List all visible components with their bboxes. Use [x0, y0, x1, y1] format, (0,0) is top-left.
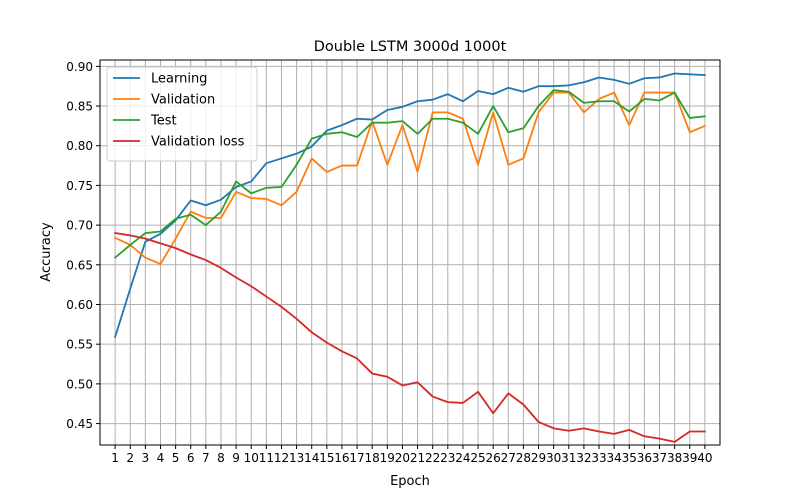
y-axis-ticks: 0.45 0.50 0.55 0.60 0.65 0.70 0.75 0.80 0.85 0.90 [66, 60, 100, 431]
x-tick-label: 30 [546, 451, 561, 465]
x-tick-label: 40 [697, 451, 712, 465]
y-tick-label: 0.85 [66, 100, 93, 114]
x-tick-label: 19 [380, 451, 395, 465]
x-tick-label: 39 [682, 451, 697, 465]
x-tick-label: 14 [304, 451, 319, 465]
x-tick-label: 6 [187, 451, 195, 465]
x-tick-label: 27 [501, 451, 516, 465]
x-tick-label: 4 [157, 451, 165, 465]
x-tick-label: 24 [455, 451, 470, 465]
series-line-learning [113, 72, 706, 339]
x-tick-label: 3 [142, 451, 150, 465]
legend-label-validation-loss: Validation loss [151, 135, 245, 150]
x-tick-label: 20 [395, 451, 410, 465]
y-tick-label: 0.50 [66, 377, 93, 391]
x-tick-label: 33 [591, 451, 606, 465]
y-axis-label: Accuracy [39, 222, 54, 282]
x-tick-label: 26 [486, 451, 501, 465]
x-tick-label: 13 [289, 451, 304, 465]
legend-box [106, 66, 258, 162]
series-line-validation-loss [114, 232, 706, 443]
x-tick-label: 31 [561, 451, 576, 465]
x-tick-label: 17 [349, 451, 364, 465]
legend-label-learning: Learning [151, 72, 207, 87]
x-tick-label: 38 [667, 451, 682, 465]
x-tick-label: 5 [172, 451, 180, 465]
y-tick-label: 0.55 [66, 338, 93, 352]
x-tick-label: 37 [652, 451, 667, 465]
y-tick-label: 0.70 [66, 219, 93, 233]
plot-frame [99, 59, 721, 446]
y-tick-label: 0.75 [66, 179, 93, 193]
x-tick-label: 1 [111, 451, 119, 465]
x-tick-label: 12 [274, 451, 289, 465]
y-tick-label: 0.65 [66, 258, 93, 272]
x-tick-label: 29 [531, 451, 546, 465]
legend: Learning Validation Test Validation loss [106, 66, 258, 162]
x-tick-label: 22 [425, 451, 440, 465]
x-tick-label: 32 [576, 451, 591, 465]
x-tick-label: 8 [217, 451, 225, 465]
y-tick-label: 0.45 [66, 417, 93, 431]
x-tick-label: 7 [202, 451, 210, 465]
x-tick-label: 28 [516, 451, 531, 465]
x-tick-label: 16 [334, 451, 349, 465]
y-tick-label: 0.90 [66, 60, 93, 74]
x-axis-ticks: 1 2 3 4 5 6 7 8 9 10 11 12 13 14 15 16 17 18 19 20 21 22 23 24 2… [111, 445, 713, 465]
x-tick-label: 21 [410, 451, 425, 465]
chart-title: Double LSTM 3000d 1000t [314, 39, 507, 55]
x-tick-label: 34 [607, 451, 622, 465]
legend-label-test: Test [150, 114, 177, 129]
y-tick-label: 0.80 [66, 139, 93, 153]
legend-label-validation: Validation [151, 93, 215, 108]
x-tick-label: 2 [126, 451, 134, 465]
x-axis-label: Epoch [390, 474, 430, 489]
x-tick-label: 11 [259, 451, 274, 465]
series-line-test [113, 89, 706, 259]
x-tick-label: 18 [365, 451, 380, 465]
x-tick-label: 10 [244, 451, 259, 465]
y-tick-label: 0.60 [66, 298, 93, 312]
x-tick-label: 9 [232, 451, 240, 465]
x-tick-label: 25 [470, 451, 485, 465]
x-tick-label: 23 [440, 451, 455, 465]
series-lines [113, 72, 707, 443]
x-tick-label: 36 [637, 451, 652, 465]
x-tick-label: 15 [319, 451, 334, 465]
x-tick-label: 35 [622, 451, 637, 465]
